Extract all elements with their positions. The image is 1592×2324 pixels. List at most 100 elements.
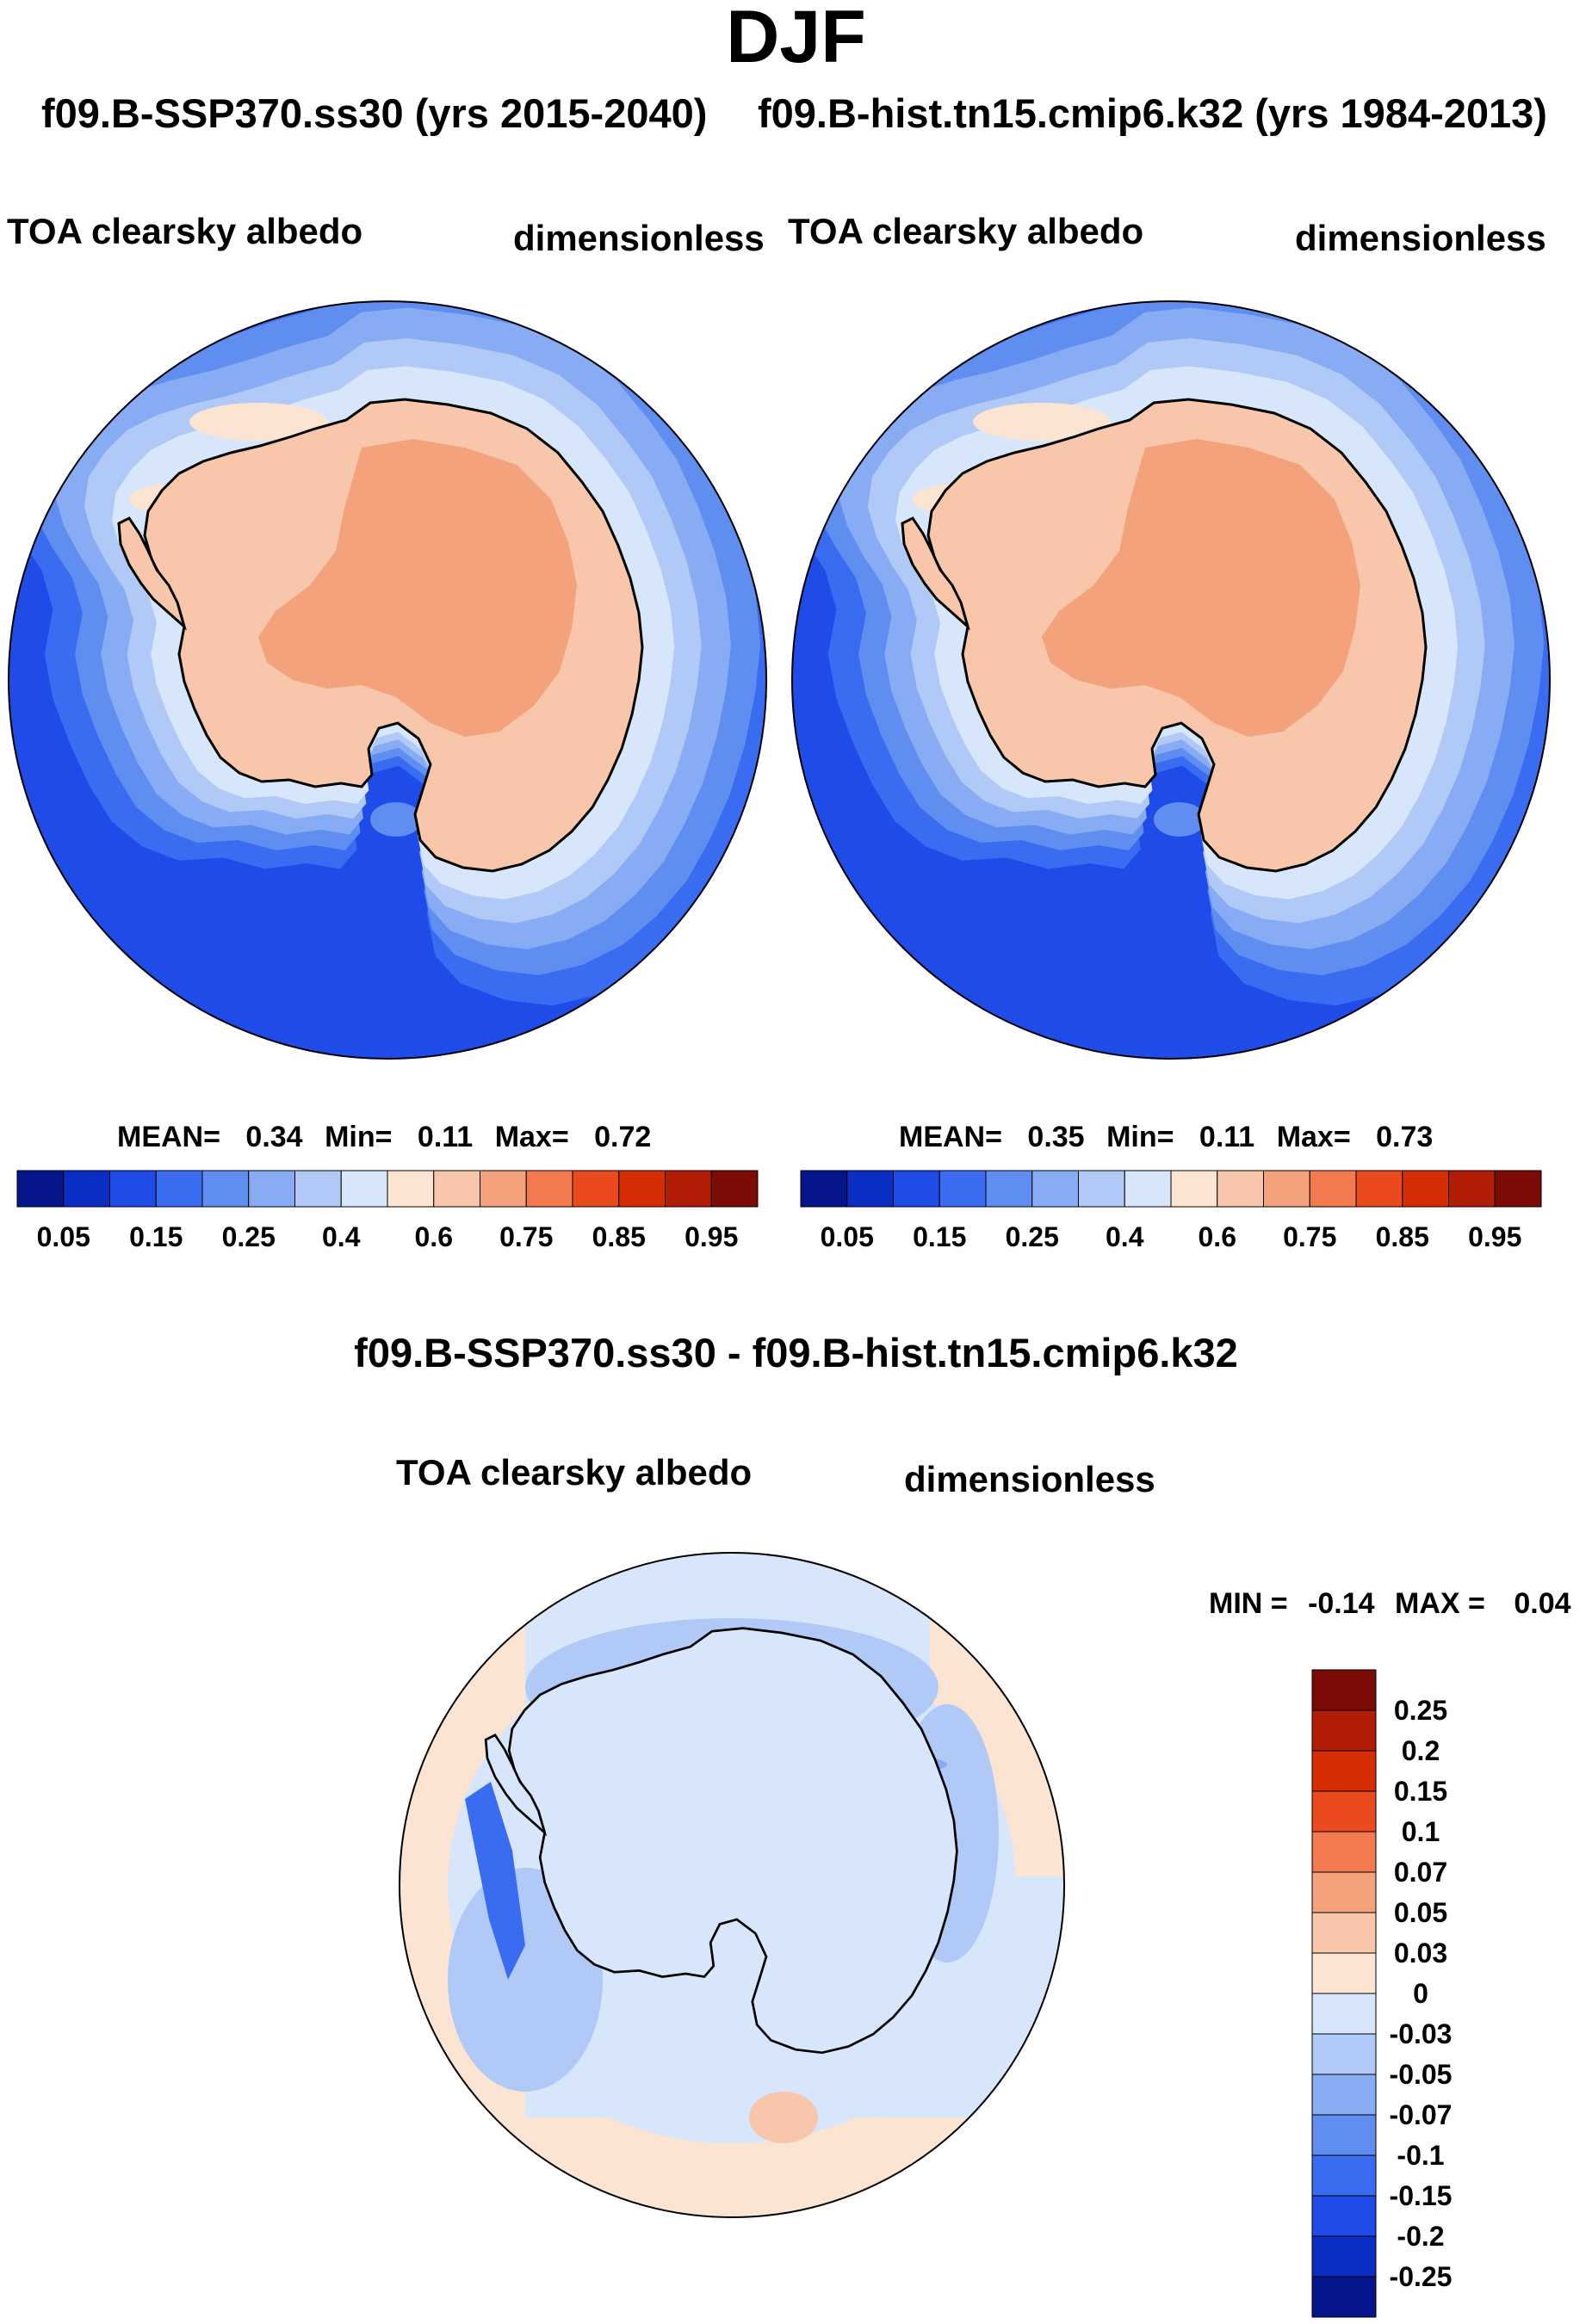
map-boundary — [791, 300, 1551, 1060]
colorbar-swatch — [1448, 1170, 1496, 1208]
colorbar-tick-label: 0.1 — [1402, 1816, 1440, 1847]
left-polar-map — [8, 300, 767, 1060]
antarctica-outline — [507, 1627, 958, 2055]
colorbar-swatch — [1311, 2276, 1377, 2318]
colorbar-swatch — [1311, 2033, 1377, 2075]
colorbar-tick-label: 0.6 — [415, 1221, 453, 1252]
map-boundary — [8, 300, 767, 1060]
left-mean-value: 0.34 — [245, 1121, 303, 1153]
colorbar-tick-label: 0.4 — [322, 1221, 361, 1252]
colorbar-tick-label: -0.1 — [1397, 2140, 1444, 2171]
colorbar-swatch — [1494, 1170, 1542, 1208]
right-min-label: Min= — [1106, 1121, 1174, 1153]
colorbar-swatch — [1311, 1669, 1377, 1711]
colorbar-swatch — [665, 1170, 712, 1208]
colorbar-swatch — [248, 1170, 295, 1208]
colorbar-swatch — [1311, 2074, 1377, 2116]
colorbar-tick-label: 0.05 — [1394, 1897, 1447, 1928]
colorbar-swatch — [155, 1170, 203, 1208]
right-colorbar: 0.05 0.15 0.25 0.4 0.6 0.75 0.85 0.95 — [800, 1170, 1542, 1252]
colorbar-swatch — [800, 1170, 848, 1208]
antarctic-peninsula — [117, 516, 187, 631]
colorbar-tick-label: -0.07 — [1390, 2099, 1453, 2130]
colorbar-swatch — [846, 1170, 894, 1208]
colorbar-swatch — [1311, 2114, 1377, 2156]
colorbar-swatch — [387, 1170, 435, 1208]
difference-polar-map — [399, 1552, 1065, 2218]
antarctic-peninsula — [484, 1734, 548, 1837]
right-run-label: f09.B-hist.tn15.cmip6.k32 (yrs 1984-2013… — [758, 90, 1547, 136]
colorbar-swatch — [340, 1170, 388, 1208]
colorbar-tick-label: 0.15 — [1394, 1776, 1447, 1807]
colorbar-swatch — [1263, 1170, 1310, 1208]
colorbar-tick-label: 0.05 — [37, 1221, 90, 1252]
right-max-label: Max= — [1276, 1121, 1351, 1153]
right-polar-map — [791, 300, 1551, 1060]
diff-max-label: MAX = — [1395, 1587, 1485, 1620]
diff-min-label: MIN = — [1209, 1587, 1288, 1620]
right-max-value: 0.73 — [1376, 1121, 1434, 1153]
colorbar-tick-label: 0 — [1413, 1978, 1428, 2009]
left-mean-label: MEAN= — [117, 1121, 220, 1153]
colorbar-swatch — [433, 1170, 480, 1208]
colorbar-tick-label: 0.75 — [499, 1221, 553, 1252]
colorbar-tick-label: 0.15 — [129, 1221, 183, 1252]
left-min-value: 0.11 — [417, 1121, 474, 1153]
colorbar-tick-label: 0.03 — [1394, 1938, 1447, 1969]
colorbar-swatch — [1031, 1170, 1079, 1208]
colorbar-swatch — [1311, 1912, 1377, 1954]
colorbar-tick-label: 0.6 — [1199, 1221, 1236, 1252]
colorbar-tick-label: 0.85 — [592, 1221, 646, 1252]
colorbar-swatch — [1311, 1790, 1377, 1833]
right-min-value: 0.11 — [1199, 1121, 1255, 1153]
left-max-label: Max= — [494, 1121, 569, 1153]
map-boundary — [399, 1552, 1065, 2218]
map-field — [792, 301, 1550, 1059]
colorbar-swatch — [1311, 2195, 1377, 2237]
colorbar-tick-label: 0.15 — [913, 1221, 966, 1252]
left-run-label: f09.B-SSP370.ss30 (yrs 2015-2040) — [41, 90, 708, 136]
right-variable-label: TOA clearsky albedo — [788, 211, 1144, 251]
difference-title: f09.B-SSP370.ss30 - f09.B-hist.tn15.cmip… — [354, 1330, 1238, 1375]
colorbar-swatch — [1311, 1952, 1377, 1994]
right-mean-label: MEAN= — [899, 1121, 1002, 1153]
colorbar-swatch — [893, 1170, 940, 1208]
colorbar-tick-label: 0.75 — [1283, 1221, 1336, 1252]
right-units-label: dimensionless — [1295, 218, 1546, 258]
colorbar-swatch — [1217, 1170, 1264, 1208]
colorbar-tick-label: 0.25 — [1394, 1695, 1447, 1726]
left-variable-label: TOA clearsky albedo — [7, 211, 363, 251]
antarctic-peninsula — [901, 516, 970, 631]
colorbar-tick-label: -0.25 — [1390, 2261, 1453, 2292]
colorbar-swatch — [1170, 1170, 1218, 1208]
colorbar-swatch — [1124, 1170, 1172, 1208]
difference-minmax: MIN = -0.14 MAX = 0.04 — [1209, 1589, 1571, 1618]
colorbar-tick-label: 0.07 — [1394, 1857, 1447, 1888]
colorbar-swatch — [1309, 1170, 1357, 1208]
difference-units-label: dimensionless — [904, 1459, 1155, 1499]
colorbar-tick-label: 0.95 — [684, 1221, 738, 1252]
coastal-ice-patch — [189, 403, 327, 441]
colorbar-swatch — [1311, 2154, 1377, 2197]
colorbar-tick-label: 0.4 — [1106, 1221, 1144, 1252]
right-stats: MEAN= 0.35 Min= 0.11 Max= 0.73 — [899, 1122, 1433, 1152]
colorbar-tick-label: -0.03 — [1390, 2018, 1453, 2049]
left-colorbar: 0.05 0.15 0.25 0.4 0.6 0.75 0.85 0.95 — [16, 1170, 759, 1252]
colorbar-tick-label: -0.05 — [1390, 2059, 1453, 2090]
colorbar-swatch — [985, 1170, 1033, 1208]
colorbar-swatch — [1311, 1750, 1377, 1792]
colorbar-swatch — [618, 1170, 666, 1208]
diff-min-value: -0.14 — [1308, 1587, 1375, 1620]
left-units-label: dimensionless — [513, 218, 765, 258]
coastal-ice-patch — [973, 403, 1111, 441]
colorbar-swatch — [1311, 1871, 1377, 1913]
ross-sea-patch — [1154, 802, 1205, 837]
colorbar-swatch — [1311, 1709, 1377, 1752]
difference-variable-label: TOA clearsky albedo — [396, 1452, 753, 1493]
colorbar-swatch — [710, 1170, 759, 1208]
colorbar-tick-label: 0.85 — [1376, 1221, 1429, 1252]
colorbar-swatch — [1311, 2235, 1377, 2278]
colorbar-swatch — [1311, 1993, 1377, 2035]
colorbar-swatch — [201, 1170, 250, 1208]
colorbar-tick-label: 0.25 — [1006, 1221, 1059, 1252]
